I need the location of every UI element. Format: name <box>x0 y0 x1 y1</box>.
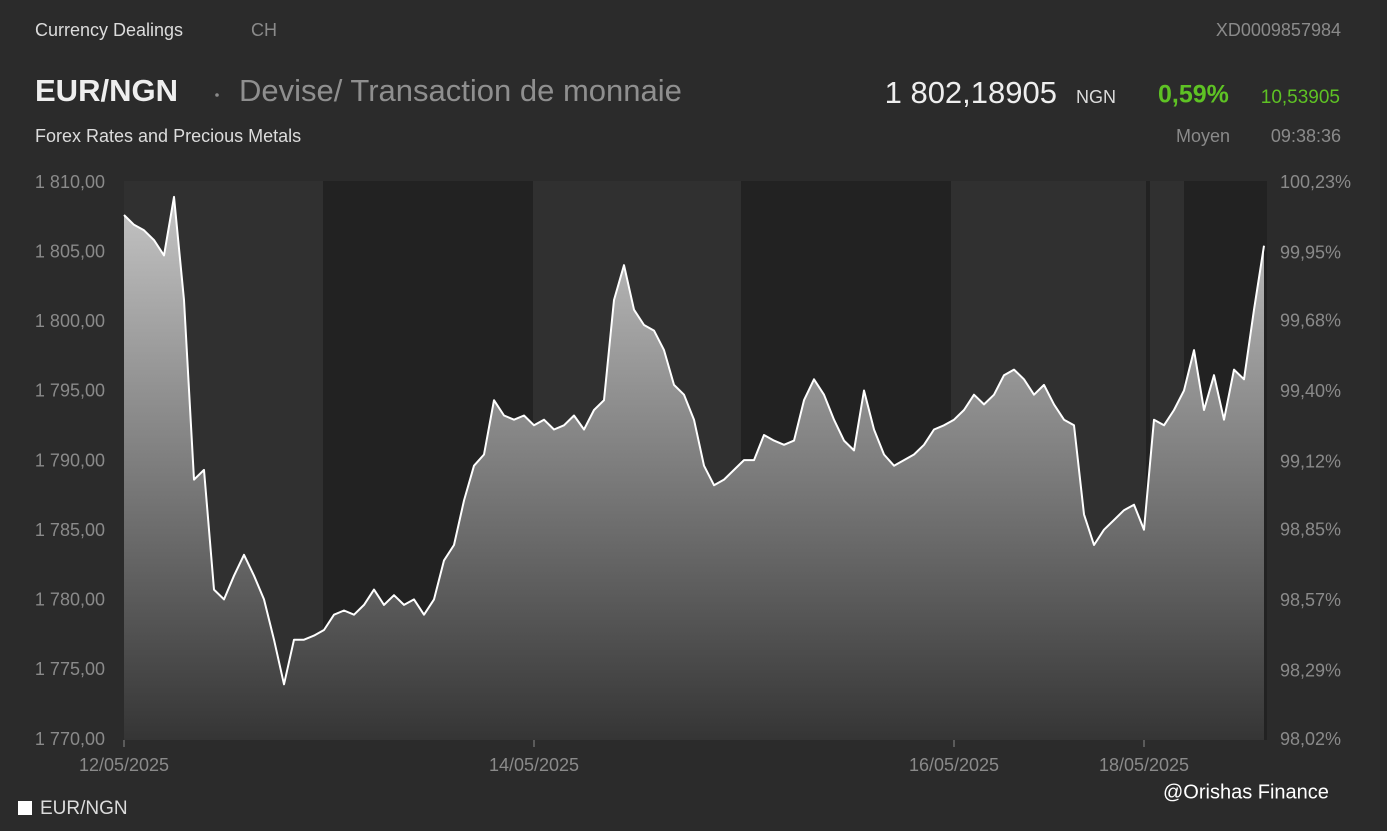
change-abs: 10,53905 <box>1261 87 1340 108</box>
country: CH <box>251 20 277 40</box>
y-tick-label: 1 775,00 <box>35 659 105 679</box>
y-tick-label: 1 780,00 <box>35 590 105 610</box>
y-tick-label: 1 795,00 <box>35 381 105 401</box>
y-tick-label: 1 790,00 <box>35 450 105 470</box>
section: Currency Dealings <box>35 20 183 40</box>
y2-tick-label: 99,12% <box>1280 452 1341 472</box>
x-tick-label: 12/05/2025 <box>79 755 169 775</box>
price-type: Moyen <box>1176 126 1230 146</box>
legend-swatch <box>18 801 32 815</box>
y-tick-label: 1 770,00 <box>35 729 105 749</box>
y-tick-label: 1 810,00 <box>35 172 105 192</box>
y2-tick-label: 98,02% <box>1280 729 1341 749</box>
time: 09:38:36 <box>1271 126 1341 146</box>
change-pct: 0,59% <box>1158 81 1229 109</box>
y-tick-label: 1 805,00 <box>35 241 105 261</box>
x-tick-label: 18/05/2025 <box>1099 755 1189 775</box>
currency: NGN <box>1076 87 1116 107</box>
description: Devise/ Transaction de monnaie <box>239 73 682 108</box>
y2-tick-label: 99,68% <box>1280 310 1341 330</box>
y2-tick-label: 98,85% <box>1280 520 1341 540</box>
separator <box>215 93 219 97</box>
y-tick-label: 1 785,00 <box>35 520 105 540</box>
isin: XD0009857984 <box>1216 20 1341 40</box>
y2-tick-label: 99,40% <box>1280 381 1341 401</box>
line <box>123 195 1265 686</box>
y2-tick-label: 98,57% <box>1280 590 1341 610</box>
x-tick-label: 14/05/2025 <box>489 755 579 775</box>
day-band <box>1146 181 1150 740</box>
y2-tick-label: 98,29% <box>1280 661 1341 681</box>
plot <box>123 195 1265 740</box>
y2-tick-label: 100,23% <box>1280 172 1351 192</box>
market: Forex Rates and Precious Metals <box>35 126 301 146</box>
price: 1 802,18905 <box>885 75 1057 110</box>
area <box>124 196 1264 740</box>
watermark: @Orishas Finance <box>1163 781 1329 803</box>
y-tick-label: 1 800,00 <box>35 311 105 331</box>
x-tick-label: 16/05/2025 <box>909 755 999 775</box>
legend-label[interactable]: EUR/NGN <box>40 798 128 819</box>
y2-tick-label: 99,95% <box>1280 242 1341 262</box>
symbol: EUR/NGN <box>35 73 178 108</box>
